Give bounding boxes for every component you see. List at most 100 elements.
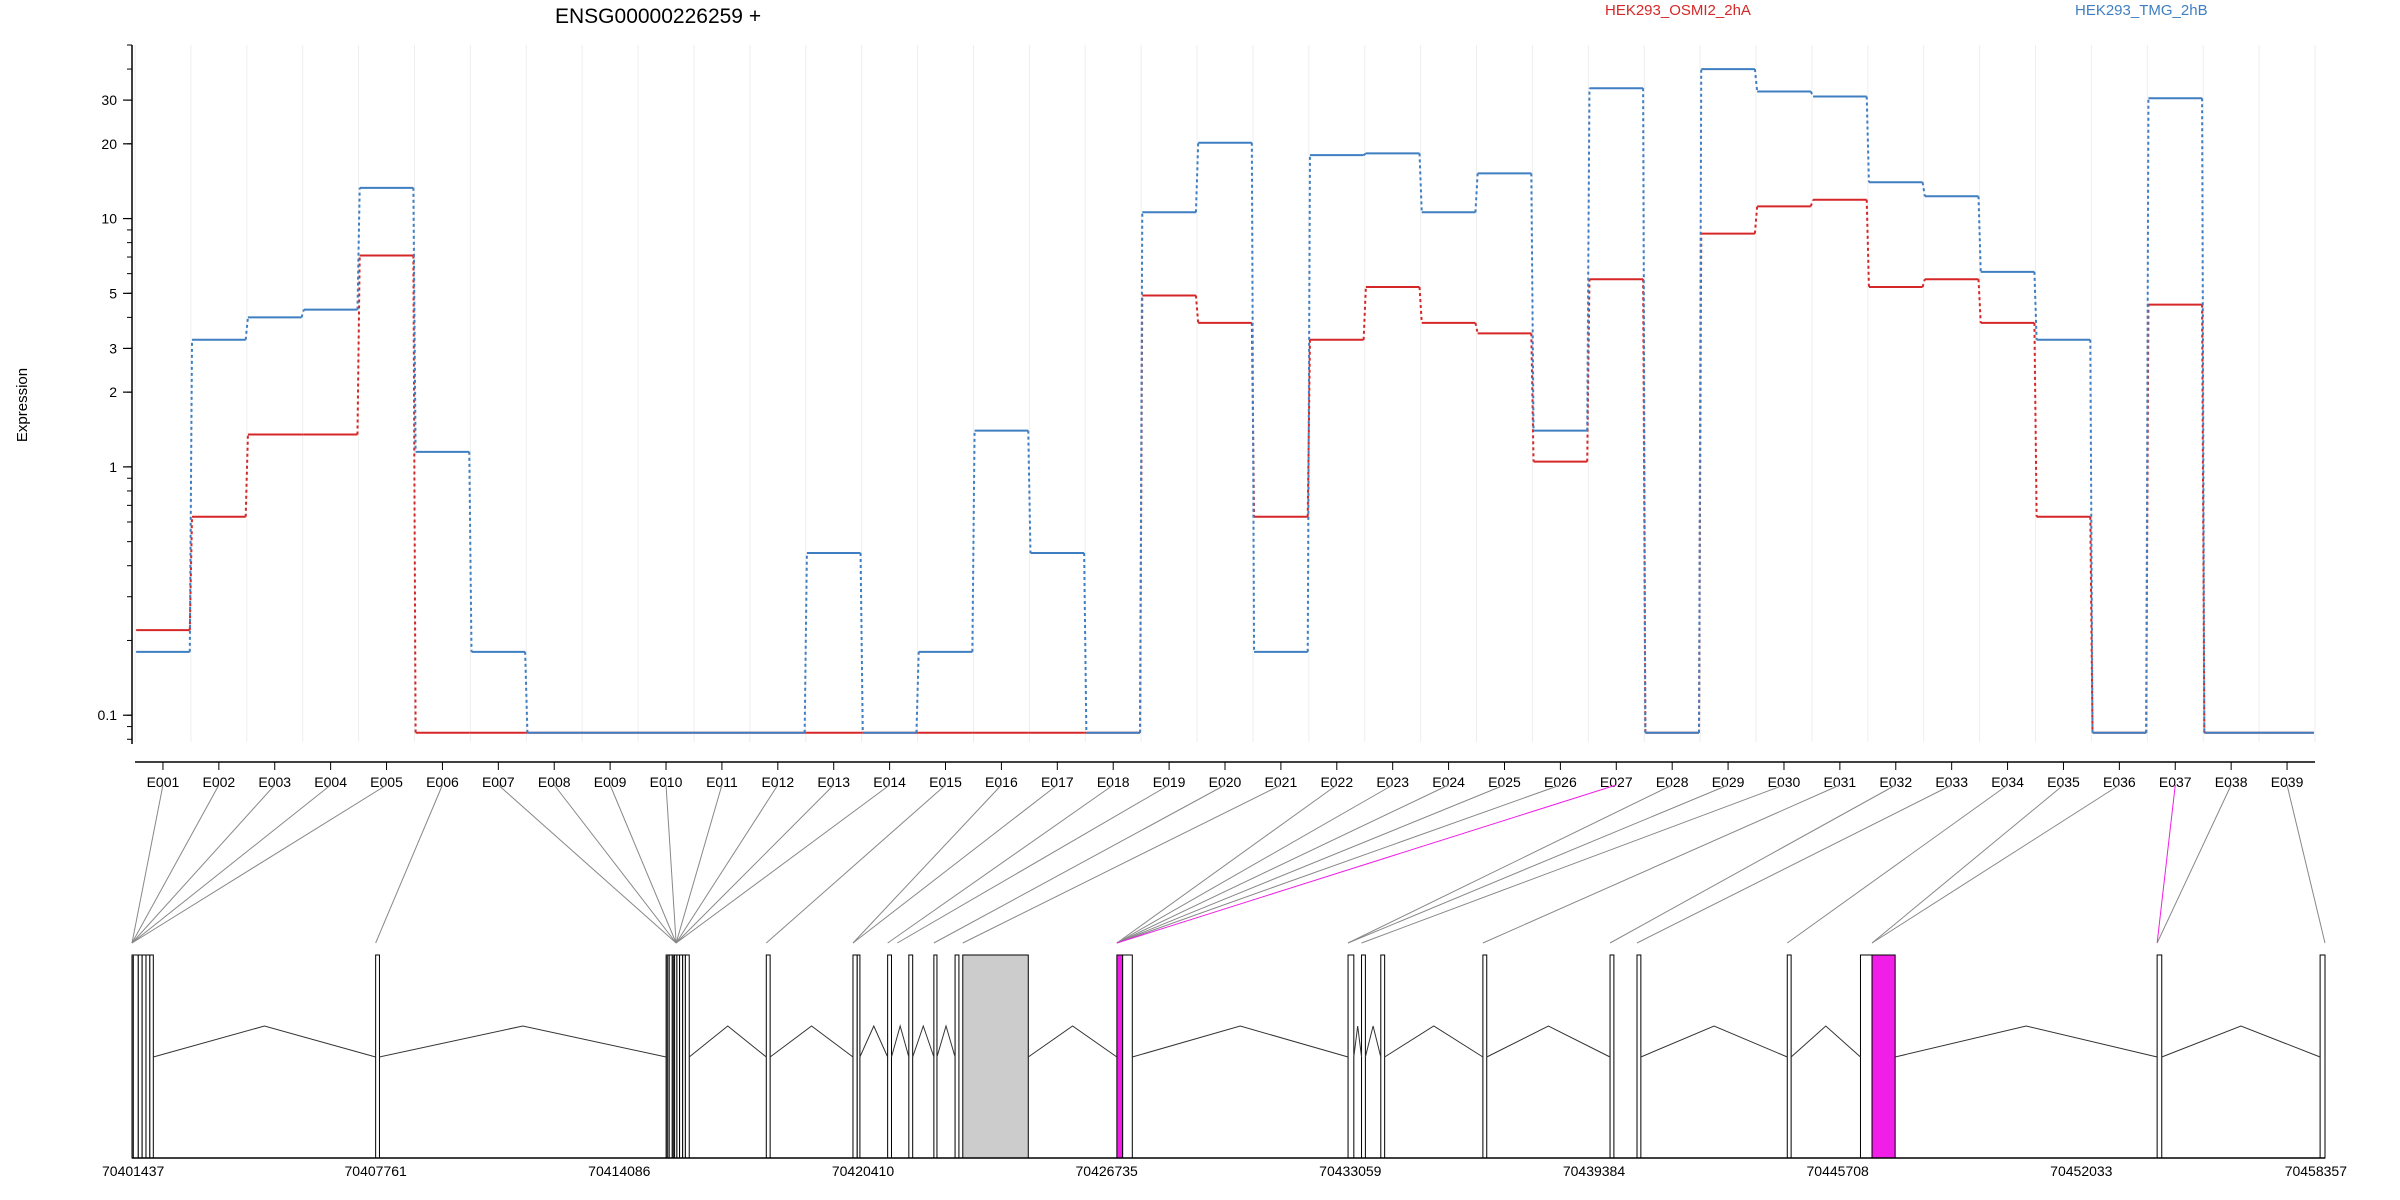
connector-line bbox=[665, 784, 677, 944]
genomic-tick-label: 70445708 bbox=[1807, 1163, 1870, 1179]
connector-line bbox=[375, 784, 443, 944]
connector-line bbox=[962, 784, 1282, 944]
series-link bbox=[188, 339, 194, 652]
connector-line bbox=[1786, 784, 2008, 944]
gene-model bbox=[131, 954, 2326, 1159]
y-tick-label: 10 bbox=[101, 211, 117, 227]
genomic-tick-label: 70426735 bbox=[1076, 1163, 1139, 1179]
series-link bbox=[412, 255, 417, 733]
x-tick-label: E005 bbox=[370, 774, 403, 790]
legend-series-2: HEK293_TMG_2hB bbox=[2075, 2, 2208, 19]
x-tick-label: E020 bbox=[1209, 774, 1242, 790]
x-tick-label: E001 bbox=[147, 774, 180, 790]
x-tick-label: E006 bbox=[426, 774, 459, 790]
series-link bbox=[1194, 295, 1200, 323]
x-tick-label: E026 bbox=[1544, 774, 1577, 790]
exon-box bbox=[1361, 954, 1366, 1159]
series-link bbox=[2145, 98, 2150, 733]
connector-line bbox=[1609, 784, 1897, 944]
exon-box bbox=[852, 954, 858, 1159]
genomic-tick-label: 70407761 bbox=[345, 1163, 408, 1179]
intron-line bbox=[379, 1025, 667, 1058]
series-link bbox=[1865, 96, 1870, 183]
connector-line bbox=[887, 784, 1114, 944]
exon-box bbox=[1871, 954, 1896, 1159]
connector-line bbox=[852, 784, 1058, 944]
genomic-tick-label: 70414086 bbox=[588, 1163, 651, 1179]
series-link bbox=[1418, 153, 1423, 213]
y-tick-label: 0.1 bbox=[98, 707, 118, 723]
x-tick-label: E011 bbox=[706, 774, 738, 790]
exon-mark bbox=[132, 955, 134, 1158]
series-link bbox=[1977, 279, 1982, 323]
x-tick-label: E010 bbox=[650, 774, 683, 790]
series-link bbox=[915, 651, 920, 733]
series-1 bbox=[136, 198, 2314, 734]
x-tick-label: E013 bbox=[817, 774, 850, 790]
connector-line bbox=[933, 784, 1226, 944]
y-tick-label: 1 bbox=[109, 459, 117, 475]
exon-box bbox=[1116, 954, 1124, 1159]
y-tick-label: 30 bbox=[101, 92, 117, 108]
x-tick-label: E003 bbox=[258, 774, 291, 790]
connector-line bbox=[1871, 784, 2064, 944]
connector-line bbox=[131, 784, 276, 944]
exon-box bbox=[1380, 954, 1386, 1159]
series-link bbox=[356, 187, 361, 310]
series-link bbox=[1977, 196, 1982, 272]
connector-line bbox=[675, 784, 723, 944]
exon-box bbox=[1609, 954, 1615, 1159]
x-tick-label: E034 bbox=[1991, 774, 2024, 790]
exon-box bbox=[1122, 954, 1133, 1159]
y-tick-label: 20 bbox=[101, 136, 117, 152]
series-lines bbox=[136, 68, 2314, 734]
intron-line bbox=[153, 1025, 376, 1058]
series-link bbox=[1139, 212, 1144, 733]
grid-lines bbox=[134, 45, 2316, 742]
series-link bbox=[1530, 173, 1535, 431]
series-link bbox=[1809, 199, 1814, 207]
series-link bbox=[524, 651, 529, 733]
connector-line bbox=[1482, 784, 1841, 944]
intron-line bbox=[1895, 1025, 2158, 1058]
connector-line bbox=[498, 784, 677, 944]
exon-mark bbox=[666, 955, 669, 1158]
series-link bbox=[1921, 182, 1926, 197]
x-tick-label: E035 bbox=[2047, 774, 2080, 790]
connector-line bbox=[1636, 784, 1952, 944]
series-2 bbox=[136, 68, 2314, 734]
series-link bbox=[244, 434, 249, 517]
x-tick-label: E012 bbox=[761, 774, 794, 790]
exon-box bbox=[2156, 954, 2163, 1159]
series-link bbox=[2201, 98, 2206, 733]
genomic-axis: 70401437 70407761 70414086 70420410 70426735… bbox=[102, 1157, 2347, 1179]
exon-box bbox=[145, 954, 151, 1159]
exon-box bbox=[856, 954, 861, 1159]
exon-box bbox=[908, 954, 914, 1159]
x-tick-label: E015 bbox=[929, 774, 962, 790]
x-axis: E001 E002 E003 E004 E005 E006 E007 E008 E009 E010… bbox=[135, 761, 2315, 790]
x-tick-label: E031 bbox=[1824, 774, 1857, 790]
connector-line bbox=[1116, 784, 1393, 944]
connector-line bbox=[1116, 784, 1561, 944]
exon-box bbox=[684, 954, 690, 1159]
x-tick-label: E023 bbox=[1376, 774, 1409, 790]
intron-line bbox=[1640, 1025, 1788, 1058]
intron-line bbox=[1384, 1025, 1484, 1058]
x-tick-label: E017 bbox=[1041, 774, 1074, 790]
series-link bbox=[1865, 199, 1870, 288]
exon-box bbox=[2319, 954, 2326, 1159]
x-tick-label: E030 bbox=[1768, 774, 1801, 790]
exon-box bbox=[765, 954, 771, 1159]
x-tick-label: E018 bbox=[1097, 774, 1130, 790]
connector-line bbox=[553, 784, 677, 944]
series-link bbox=[1474, 322, 1479, 334]
connector-line bbox=[1116, 784, 1449, 944]
x-tick-label: E007 bbox=[482, 774, 515, 790]
exon-box bbox=[149, 954, 154, 1159]
exon-box bbox=[1347, 954, 1355, 1159]
x-tick-label: E019 bbox=[1153, 774, 1186, 790]
intron-line bbox=[1027, 1025, 1118, 1058]
x-tick-label: E039 bbox=[2271, 774, 2304, 790]
